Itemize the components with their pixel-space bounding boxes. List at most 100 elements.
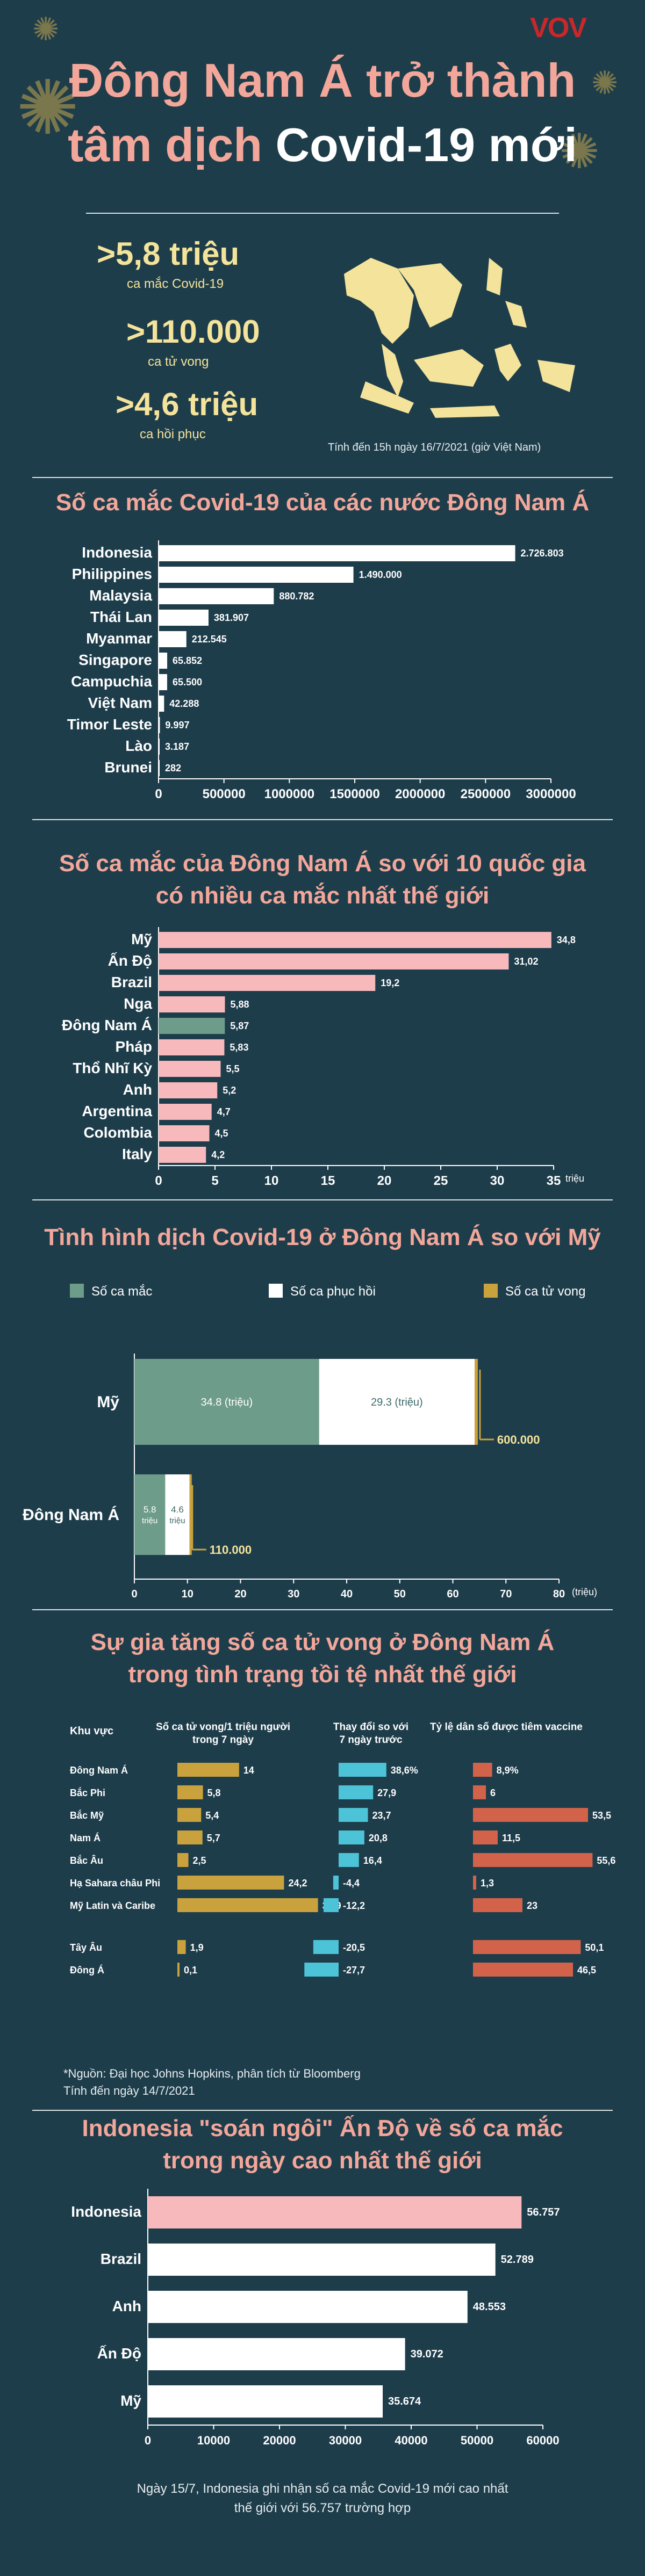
vaccine-value: 23 (527, 1900, 538, 1911)
bar (159, 996, 225, 1012)
x-tick-label: 60000 (526, 2434, 559, 2447)
change-value: -20,5 (343, 1942, 365, 1953)
bar-value-label-unit: triệu (142, 1516, 157, 1525)
legend-swatch (484, 1284, 498, 1298)
x-tick-label: 2500000 (461, 787, 511, 801)
stats-as-of-note: Tính đến 15h ngày 16/7/2021 (giờ Việt Na… (328, 442, 541, 453)
x-tick-label: 40 (341, 1588, 353, 1600)
southeast-asia-map-icon (344, 258, 575, 418)
x-tick-label: 80 (553, 1588, 565, 1600)
chart4-title-line1: Sự gia tăng số ca tử vong ở Đông Nam Á (90, 1629, 555, 1655)
bar (159, 760, 160, 776)
bar (159, 717, 160, 733)
bar (159, 932, 551, 948)
region-label: Bắc Phi (70, 1787, 105, 1798)
region-label: Mỹ Latin và Caribe (70, 1900, 155, 1911)
x-tick-label: 5 (211, 1174, 218, 1188)
change-value: 27,9 (377, 1788, 396, 1798)
deaths-bar (177, 1853, 189, 1867)
bar (159, 975, 376, 991)
value-label: 5,88 (230, 999, 249, 1010)
legend-label: Số ca mắc (91, 1284, 152, 1299)
bar (159, 696, 164, 712)
x-tick-label: 10 (182, 1588, 194, 1600)
divider (32, 477, 613, 478)
bar (159, 953, 509, 969)
stacked-bar (189, 1474, 192, 1555)
virus-icon: ✺ (32, 11, 60, 47)
category-label: Colombia (83, 1124, 152, 1141)
deaths-value: 0,1 (184, 1965, 197, 1976)
value-label: 282 (165, 763, 181, 773)
virus-icon: ✺ (559, 125, 600, 179)
category-label: Timor Leste (67, 716, 152, 733)
category-label: Indonesia (82, 544, 152, 561)
bar (159, 1018, 225, 1034)
region-label: Đông Nam Á (70, 1764, 128, 1776)
category-label: Thái Lan (90, 609, 152, 625)
bar (159, 1104, 212, 1120)
region-label: Nam Á (70, 1832, 101, 1843)
category-label: Nga (124, 995, 152, 1012)
vaccine-value: 50,1 (585, 1942, 604, 1953)
bar-value-label: 4.6 (171, 1504, 184, 1515)
bar (159, 653, 168, 669)
bar (159, 1039, 225, 1055)
bar-value-label: 5.8 (144, 1504, 156, 1515)
stat-deaths-value: >110.000 (126, 314, 260, 350)
chart2-title-line1: Số ca mắc của Đông Nam Á so với 10 quốc … (59, 850, 586, 877)
value-label: 2.726.803 (521, 548, 564, 559)
change-bar (339, 1830, 364, 1844)
region-label: Bắc Âu (70, 1855, 103, 1866)
vaccine-value: 46,5 (577, 1965, 596, 1976)
deaths-bar (177, 1763, 239, 1777)
change-value: -12,2 (343, 1900, 365, 1911)
death-value-label: 110.000 (210, 1543, 252, 1557)
value-label: 34,8 (557, 935, 576, 945)
legend-swatch (269, 1284, 283, 1298)
header-deaths: Số ca tử vong/1 triệu người (156, 1721, 290, 1733)
change-value: 38,6% (391, 1765, 418, 1776)
change-value: 16,4 (363, 1855, 382, 1866)
x-tick-label: 70 (500, 1588, 512, 1600)
vaccine-value: 8,9% (497, 1765, 519, 1776)
stat-cases-label: ca mắc Covid-19 (127, 277, 224, 291)
value-label: 39.072 (411, 2348, 443, 2360)
value-label: 381.907 (214, 612, 249, 623)
stat-cases-value: >5,8 triệu (97, 236, 240, 272)
category-label: Ấn Độ (108, 952, 152, 969)
bar (148, 2385, 383, 2418)
deaths-value: 5,8 (207, 1788, 221, 1798)
bar (159, 545, 515, 561)
value-label: 42.288 (169, 698, 199, 709)
value-label: 4,5 (215, 1128, 228, 1139)
change-value: 23,7 (372, 1810, 391, 1821)
category-label: Việt Nam (88, 694, 152, 711)
vaccine-bar (473, 1785, 486, 1799)
x-tick-label: 10 (264, 1174, 279, 1188)
chart5-svg: Indonesia 56.757 Brazil 52.789 Anh 48.553 Ấn Đ… (71, 2189, 560, 2447)
bar (159, 739, 160, 755)
deaths-bar (177, 1876, 284, 1890)
category-label: Pháp (116, 1038, 152, 1055)
value-label: 4,7 (217, 1106, 231, 1117)
footer-line2: thế giới với 56.757 trường hợp (234, 2501, 411, 2515)
value-label: 65.500 (173, 677, 202, 688)
change-bar (323, 1898, 339, 1912)
deaths-bar (177, 1940, 186, 1954)
value-label: 56.757 (527, 2206, 560, 2218)
region-label: Đông Á (70, 1964, 104, 1976)
footer-line1: Ngày 15/7, Indonesia ghi nhận số ca mắc … (137, 2481, 508, 2496)
category-label: Myanmar (86, 630, 152, 647)
bar (148, 2338, 405, 2370)
x-tick-label: 25 (434, 1174, 448, 1188)
vaccine-bar (473, 1876, 476, 1890)
deaths-bar (177, 1963, 180, 1977)
bar (148, 2196, 522, 2228)
bar-value-label-unit: triệu (169, 1516, 185, 1525)
stat-recovered-value: >4,6 triệu (116, 386, 259, 422)
value-label: 35.674 (388, 2396, 421, 2407)
x-tick-label: 20 (234, 1588, 246, 1600)
vaccine-bar (473, 1898, 522, 1912)
header-change: Thay đổi so với (333, 1721, 408, 1733)
